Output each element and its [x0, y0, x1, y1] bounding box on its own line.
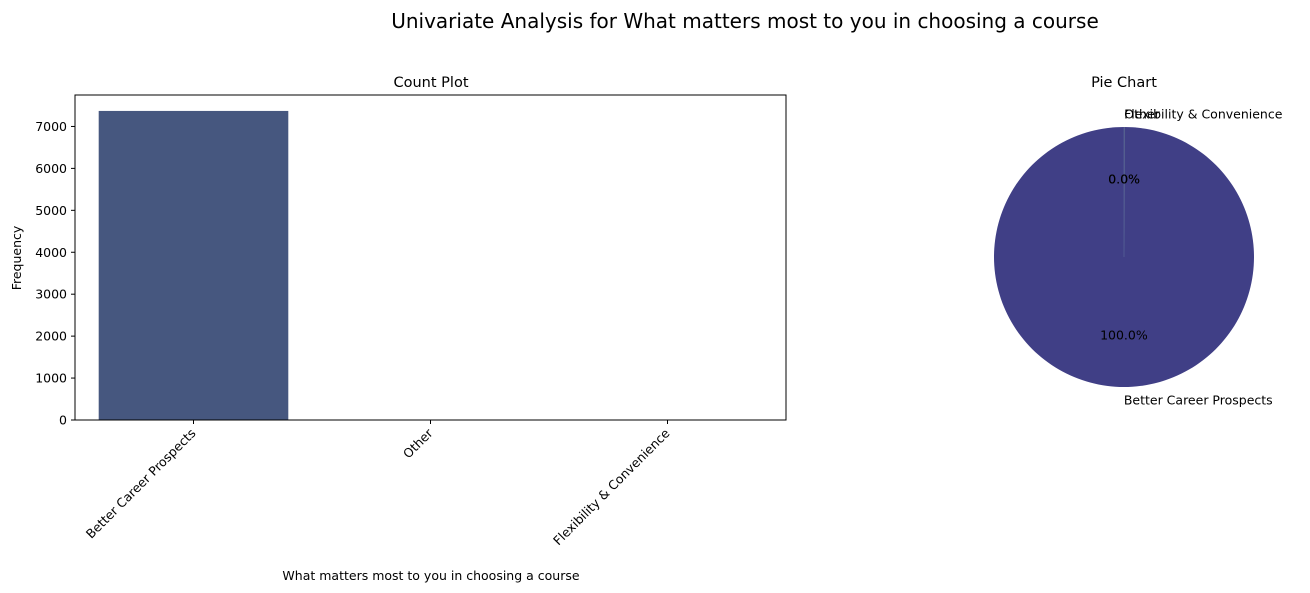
bar — [98, 110, 289, 420]
pie-slice-label: Other — [1124, 107, 1160, 122]
y-tick-label: 0 — [59, 413, 67, 428]
plot-frame — [74, 94, 787, 421]
x-axis-ticks: Better Career Prospects Other Flexibility … — [83, 420, 673, 548]
pie-slice-label: Better Career Prospects — [1124, 392, 1273, 407]
pie-pct-label: 100.0% — [1100, 327, 1148, 342]
y-axis-ticks: 0 1000 2000 3000 4000 5000 6000 7000 — [35, 119, 75, 428]
x-axis-label: What matters most to you in choosing a c… — [282, 568, 579, 583]
bar-marks — [98, 110, 763, 421]
x-tick-label: Other — [400, 425, 436, 461]
y-tick-label: 7000 — [35, 119, 67, 134]
pie-chart: Pie Chart Better Career Prospects 100.0% O… — [993, 75, 1283, 408]
y-tick-label: 4000 — [35, 245, 67, 260]
y-tick-label: 5000 — [35, 203, 67, 218]
count-plot-title: Count Plot — [394, 75, 469, 91]
x-tick-label: Better Career Prospects — [83, 426, 199, 542]
pie-pct-label: 0.0% — [1108, 172, 1140, 187]
pie-slice-label: Flexibility & Convenience — [1124, 107, 1283, 122]
y-tick-label: 1000 — [35, 371, 67, 386]
y-axis-label: Frequency — [9, 225, 24, 290]
figure-title: Univariate Analysis for What matters mos… — [391, 9, 1099, 33]
pie-chart-title: Pie Chart — [1091, 75, 1157, 91]
y-tick-label: 2000 — [35, 329, 67, 344]
count-plot: Count Plot 0 1000 2000 3000 4000 5000 6000 7000… — [9, 75, 787, 583]
pie-labels: Better Career Prospects 100.0% Other 0.0% Fl… — [1100, 107, 1283, 408]
pie-slices — [993, 127, 1254, 387]
y-tick-label: 6000 — [35, 161, 67, 176]
y-tick-label: 3000 — [35, 287, 67, 302]
pie-pct-label: 0.0% — [1108, 172, 1140, 187]
x-tick-label: Flexibility & Convenience — [550, 425, 673, 548]
